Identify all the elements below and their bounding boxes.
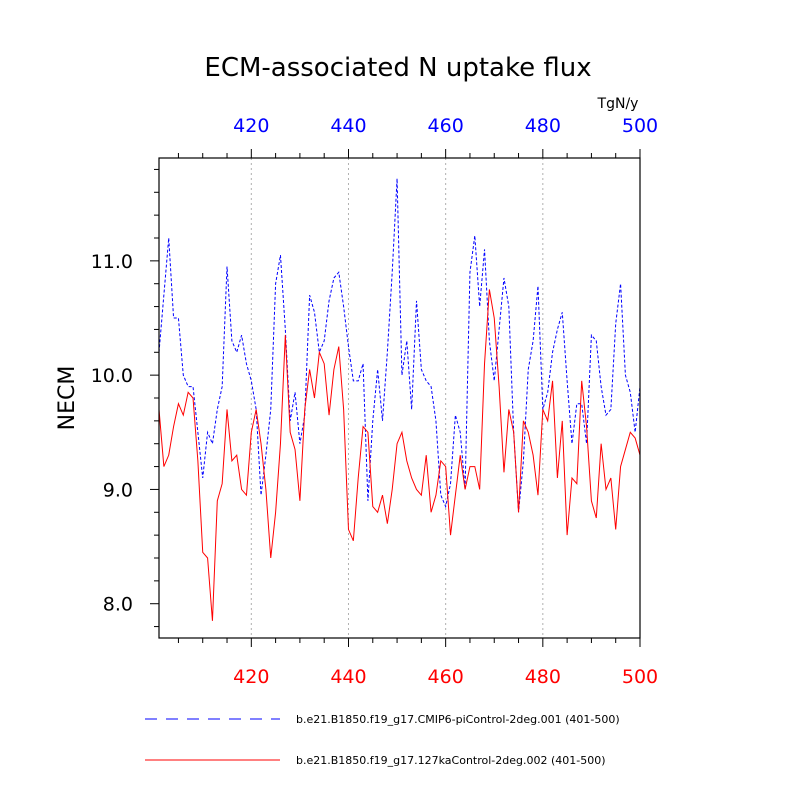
x-tick-label-top-420: 420 (233, 115, 269, 137)
x-tick-label-bottom-460: 460 (428, 666, 464, 688)
x-tick-label-bottom-480: 480 (525, 666, 561, 688)
x-tick-label-top-460: 460 (428, 115, 464, 137)
series-line-127kaControl (158, 289, 641, 621)
units-label: TgN/y (597, 96, 639, 112)
legend: b.e21.B1850.f19_g17.CMIP6-piControl-2deg… (145, 713, 620, 767)
series-line-piControl (158, 178, 641, 513)
x-tick-label-bottom-500: 500 (622, 666, 658, 688)
x-tick-label-bottom-440: 440 (330, 666, 366, 688)
legend-label-piControl: b.e21.B1850.f19_g17.CMIP6-piControl-2deg… (296, 713, 620, 726)
x-tick-label-top-500: 500 (622, 115, 658, 137)
axis-ticks: 420 420 440 440 460 460 480 480 500 500 8.0 9.0 10.0… (91, 115, 658, 688)
legend-label-127kaControl: b.e21.B1850.f19_g17.127kaControl-2deg.00… (296, 754, 606, 767)
x-tick-label-top-480: 480 (525, 115, 561, 137)
y-tick-label-8: 8.0 (103, 594, 133, 616)
y-axis-label: NECM (55, 366, 80, 431)
x-tick-label-bottom-420: 420 (233, 666, 269, 688)
y-tick-label-9: 9.0 (103, 479, 133, 501)
plot-frame (158, 157, 641, 639)
y-tick-label-11: 11.0 (91, 251, 133, 273)
chart-title: ECM-associated N uptake flux (204, 53, 591, 83)
grid-lines (250, 158, 544, 638)
y-tick-label-10: 10.0 (91, 365, 133, 387)
series-layer (158, 178, 641, 621)
x-tick-label-top-440: 440 (330, 115, 366, 137)
